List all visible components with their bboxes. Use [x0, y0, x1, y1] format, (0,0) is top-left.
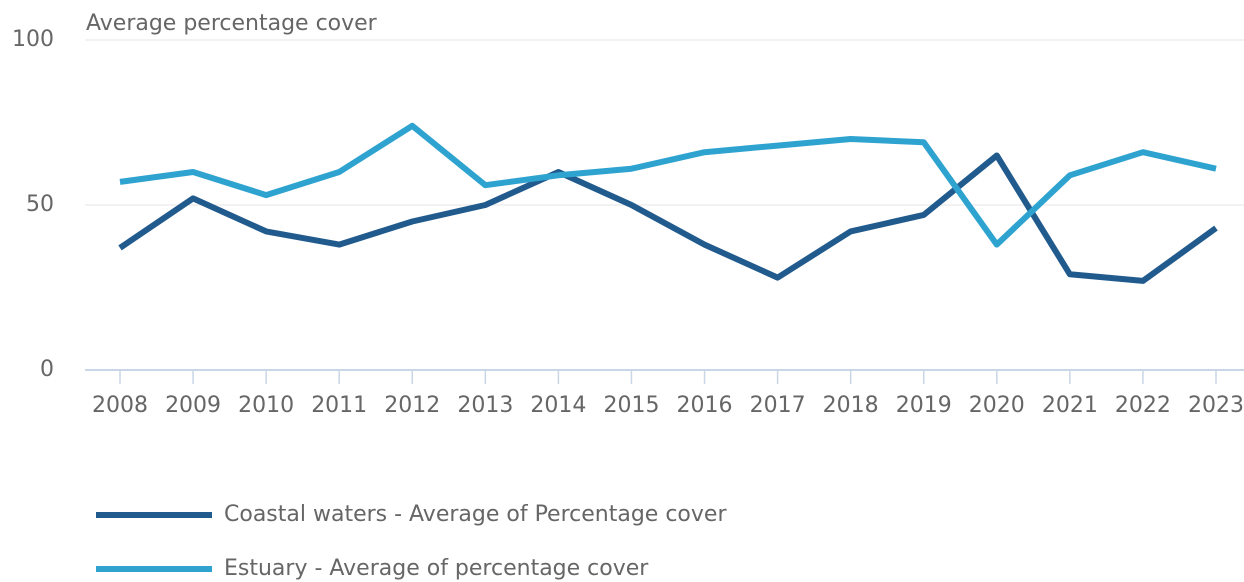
x-tick-label: 2013 — [457, 393, 513, 418]
y-tick-label: 100 — [12, 27, 54, 52]
legend-label: Coastal waters - Average of Percentage c… — [224, 502, 727, 527]
x-tick-label: 2014 — [530, 393, 586, 418]
x-tick-label: 2010 — [238, 393, 294, 418]
y-tick-label: 50 — [26, 192, 54, 217]
y-axis-title: Average percentage cover — [86, 11, 378, 36]
y-tick-label: 0 — [40, 357, 54, 382]
x-tick-label: 2022 — [1115, 393, 1171, 418]
series-line — [118, 152, 1218, 284]
x-tick-label: 2011 — [311, 393, 367, 418]
x-tick-label: 2021 — [1042, 393, 1098, 418]
x-tick-label: 2023 — [1188, 393, 1244, 418]
series-line — [119, 122, 1217, 248]
x-tick-label: 2016 — [677, 393, 733, 418]
legend-label: Estuary - Average of percentage cover — [224, 556, 649, 581]
x-tick-label: 2020 — [969, 393, 1025, 418]
x-tick-label: 2017 — [750, 393, 806, 418]
x-tick-label: 2008 — [92, 393, 148, 418]
x-tick-label: 2018 — [823, 393, 879, 418]
x-tick-label: 2019 — [896, 393, 952, 418]
x-tick-label: 2009 — [165, 393, 221, 418]
x-tick-label: 2012 — [384, 393, 440, 418]
x-tick-label: 2015 — [603, 393, 659, 418]
